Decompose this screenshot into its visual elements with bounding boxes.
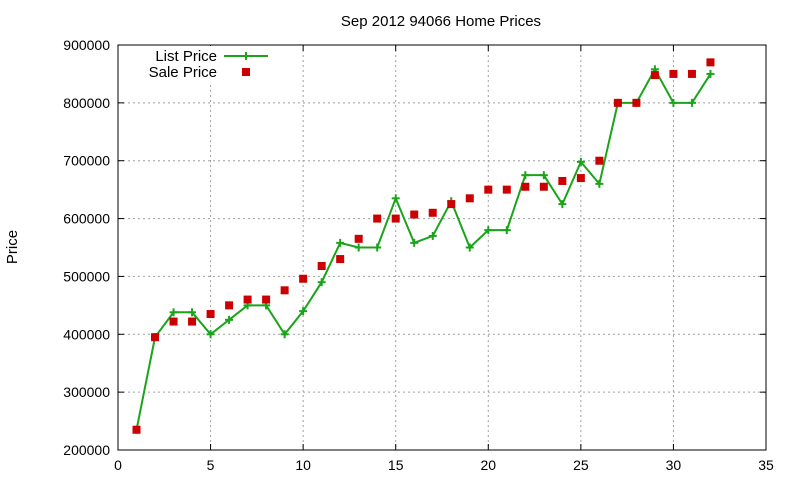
sale-price-point bbox=[299, 274, 308, 283]
list-price-point bbox=[225, 315, 234, 324]
sale-price-point bbox=[632, 98, 641, 107]
plot-frame bbox=[117, 44, 767, 451]
sale-price-point bbox=[613, 98, 622, 107]
x-tick-label: 15 bbox=[388, 457, 404, 473]
sale-price-point bbox=[373, 214, 382, 223]
sale-price-point bbox=[595, 156, 604, 165]
list-price-point bbox=[595, 179, 604, 188]
sale-price-point bbox=[687, 69, 696, 78]
sale-price-point bbox=[225, 301, 234, 310]
sale-price-point bbox=[188, 317, 197, 326]
y-tick-label: 500000 bbox=[63, 268, 110, 284]
sale-price-point bbox=[521, 182, 530, 191]
sale-price-point bbox=[428, 208, 437, 217]
sale-price-point bbox=[447, 200, 456, 209]
sale-price-point bbox=[502, 185, 511, 194]
x-tick-label: 5 bbox=[207, 457, 215, 473]
list-price-point bbox=[465, 243, 474, 252]
list-price-point bbox=[669, 98, 678, 107]
legend-marker-sample bbox=[242, 68, 250, 76]
y-tick-label: 800000 bbox=[63, 95, 110, 111]
y-tick-label: 600000 bbox=[63, 211, 110, 227]
x-tick-label: 25 bbox=[573, 457, 589, 473]
y-tick-label: 700000 bbox=[63, 153, 110, 169]
list-price-point bbox=[502, 226, 511, 235]
sale-price-point bbox=[262, 295, 271, 304]
sale-price-point bbox=[243, 295, 252, 304]
sale-price-point bbox=[354, 234, 363, 243]
list-price-point bbox=[410, 238, 419, 247]
y-tick-label: 200000 bbox=[63, 442, 110, 458]
x-tick-label: 0 bbox=[114, 457, 122, 473]
sale-price-point bbox=[650, 71, 659, 80]
legend-label: List Price bbox=[155, 48, 217, 65]
axis-ticks: 0 5 10 15 20 25 30 35 200000 300000 400000 500000 60… bbox=[63, 37, 774, 473]
list-price-point bbox=[354, 243, 363, 252]
list-price-point bbox=[521, 171, 530, 180]
y-axis-label: Price bbox=[4, 230, 21, 264]
sale-price-point bbox=[669, 69, 678, 78]
sale-price-point bbox=[336, 255, 345, 264]
sale-price-point bbox=[151, 333, 160, 342]
list-price-point bbox=[576, 157, 585, 166]
list-price-point bbox=[558, 200, 567, 209]
x-tick-label: 35 bbox=[758, 457, 774, 473]
y-tick-label: 400000 bbox=[63, 326, 110, 342]
list-price-point bbox=[391, 194, 400, 203]
sale-price-point bbox=[169, 317, 178, 326]
sale-price-point bbox=[206, 310, 215, 319]
sale-price-point bbox=[132, 425, 141, 434]
list-price-point bbox=[428, 231, 437, 240]
list-price-point bbox=[539, 171, 548, 180]
sale-price-point bbox=[465, 194, 474, 203]
list-price-line bbox=[135, 67, 712, 430]
list-price-point bbox=[169, 308, 178, 317]
list-price-point bbox=[317, 278, 326, 287]
x-tick-label: 30 bbox=[666, 457, 682, 473]
sale-price-point bbox=[391, 214, 400, 223]
sale-price-point bbox=[280, 286, 289, 295]
x-tick-label: 20 bbox=[480, 457, 496, 473]
list-price-point bbox=[188, 308, 197, 317]
list-price-point bbox=[206, 330, 215, 339]
sale-price-point bbox=[539, 182, 548, 191]
sale-price-point bbox=[706, 58, 715, 67]
series bbox=[132, 58, 715, 434]
legend-label: Sale Price bbox=[149, 64, 217, 81]
sale-price-point bbox=[558, 176, 567, 185]
grid-lines bbox=[118, 45, 766, 450]
y-tick-label: 300000 bbox=[63, 384, 110, 400]
list-price-point bbox=[484, 226, 493, 235]
list-price-point bbox=[687, 98, 696, 107]
sale-price-point bbox=[576, 174, 585, 183]
list-price-point bbox=[299, 307, 308, 316]
sale-price-point bbox=[410, 210, 419, 219]
list-price-point bbox=[706, 69, 715, 78]
sale-price-point bbox=[317, 262, 326, 271]
list-price-point bbox=[280, 330, 289, 339]
x-tick-label: 10 bbox=[295, 457, 311, 473]
chart-title: Sep 2012 94066 Home Prices bbox=[341, 13, 541, 30]
sale-price-point bbox=[484, 185, 493, 194]
y-tick-label: 900000 bbox=[63, 37, 110, 53]
legend-background bbox=[128, 46, 278, 82]
list-price-point bbox=[373, 243, 382, 252]
list-price-point bbox=[336, 238, 345, 247]
